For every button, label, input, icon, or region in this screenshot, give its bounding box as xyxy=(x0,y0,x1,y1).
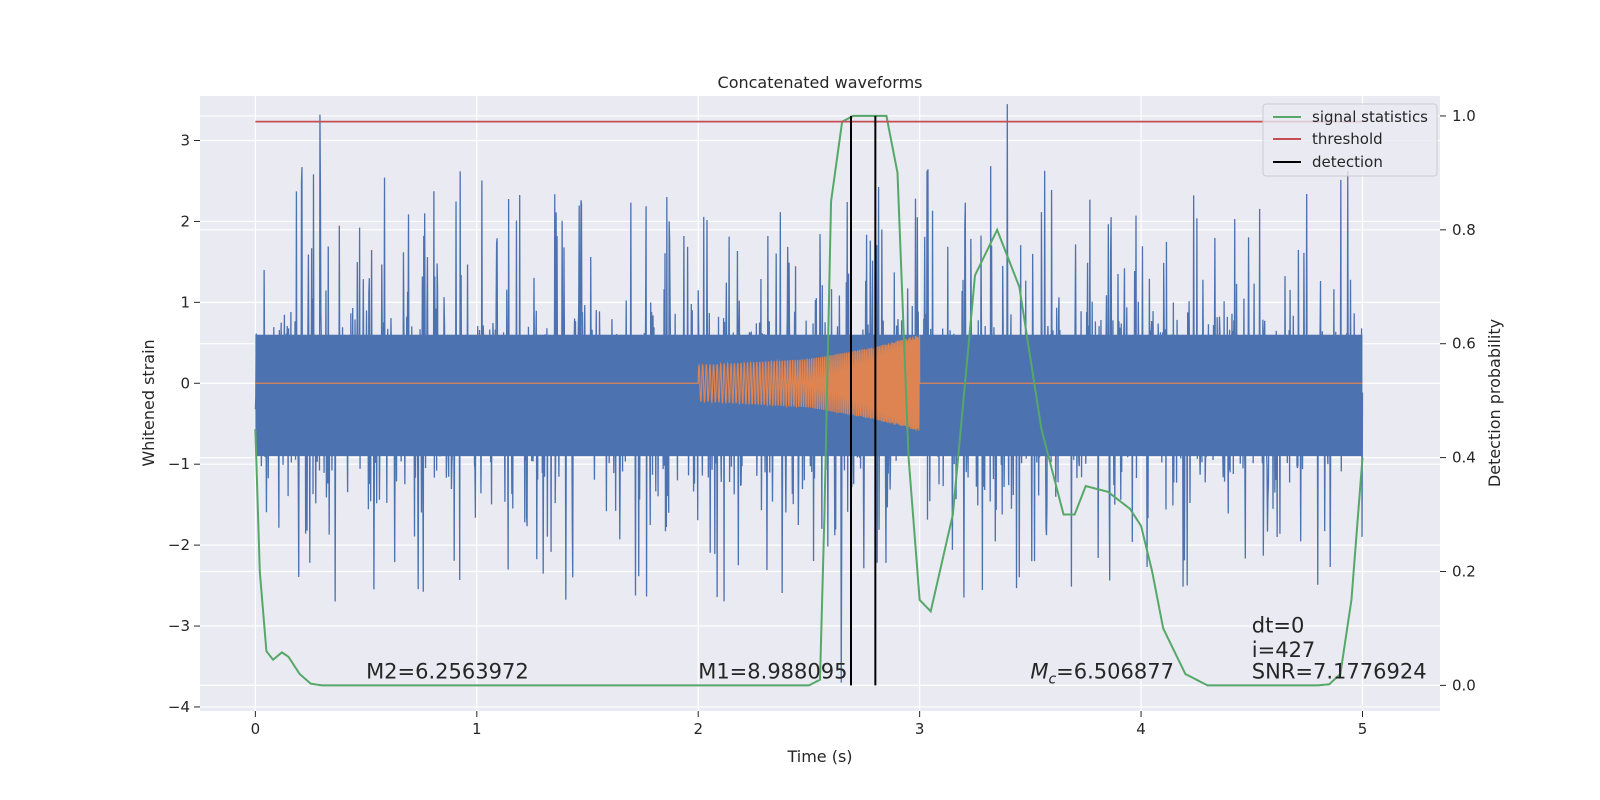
y-tick-label: −1 xyxy=(168,455,190,473)
y-tick-label: 3 xyxy=(180,132,190,150)
legend: signal statistics threshold detection xyxy=(1262,103,1438,177)
x-tick-label: 0 xyxy=(251,720,261,738)
annotation-text: SNR=7.1776924 xyxy=(1252,660,1427,684)
signal-statistics-line xyxy=(254,114,1364,687)
annotation-text: M1=8.988095 xyxy=(698,660,847,684)
legend-label-detection: detection xyxy=(1312,153,1383,171)
x-tick-label: 4 xyxy=(1136,720,1146,738)
chirp-series-line xyxy=(255,335,1363,431)
y2-tick-label: 0.6 xyxy=(1452,335,1476,353)
annotation-layer: M2=6.2563972 M1=8.988095 Mc=6.506877 dt=0i=… xyxy=(366,614,1427,688)
annotation-text: i=427 xyxy=(1252,638,1316,662)
chart-title: Concatenated waveforms xyxy=(718,73,923,92)
y2-tick-label: 0.8 xyxy=(1452,221,1476,239)
x-tick-label: 2 xyxy=(693,720,703,738)
y-tick-label: 2 xyxy=(180,212,190,230)
y-tick-label: 0 xyxy=(180,374,190,392)
legend-label-threshold: threshold xyxy=(1312,130,1383,148)
y2-tick-label: 0.0 xyxy=(1452,676,1476,694)
y2-axis-label: Detection probability xyxy=(1485,319,1504,487)
y-tick-label: −3 xyxy=(168,617,190,635)
x-axis-label: Time (s) xyxy=(786,747,852,766)
y2-tick-label: 0.2 xyxy=(1452,562,1476,580)
y-tick-label: −4 xyxy=(168,698,190,716)
x-tick-label: 1 xyxy=(472,720,482,738)
y2-tick-label: 0.4 xyxy=(1452,449,1476,467)
annotation-text: dt=0 xyxy=(1252,614,1305,638)
y-tick-label: −2 xyxy=(168,536,190,554)
x-tick-label: 3 xyxy=(915,720,925,738)
axis-layer: 0 1 2 3 4 5 −4 −3 −2 −1 0 1 2 3 0.0 0.2 0.4 0.6 0.8 1.0 xyxy=(168,107,1476,738)
legend-label-signal-statistics: signal statistics xyxy=(1312,108,1428,126)
annotation-text: Mc=6.506877 xyxy=(1030,660,1174,688)
x-tick-label: 5 xyxy=(1358,720,1368,738)
y-tick-label: 1 xyxy=(180,293,190,311)
y2-tick-label: 1.0 xyxy=(1452,107,1476,125)
legend-box xyxy=(1262,103,1438,177)
series-layer xyxy=(254,104,1364,687)
y-axis-label: Whitened strain xyxy=(139,339,158,466)
annotation-text: M2=6.2563972 xyxy=(366,660,529,684)
